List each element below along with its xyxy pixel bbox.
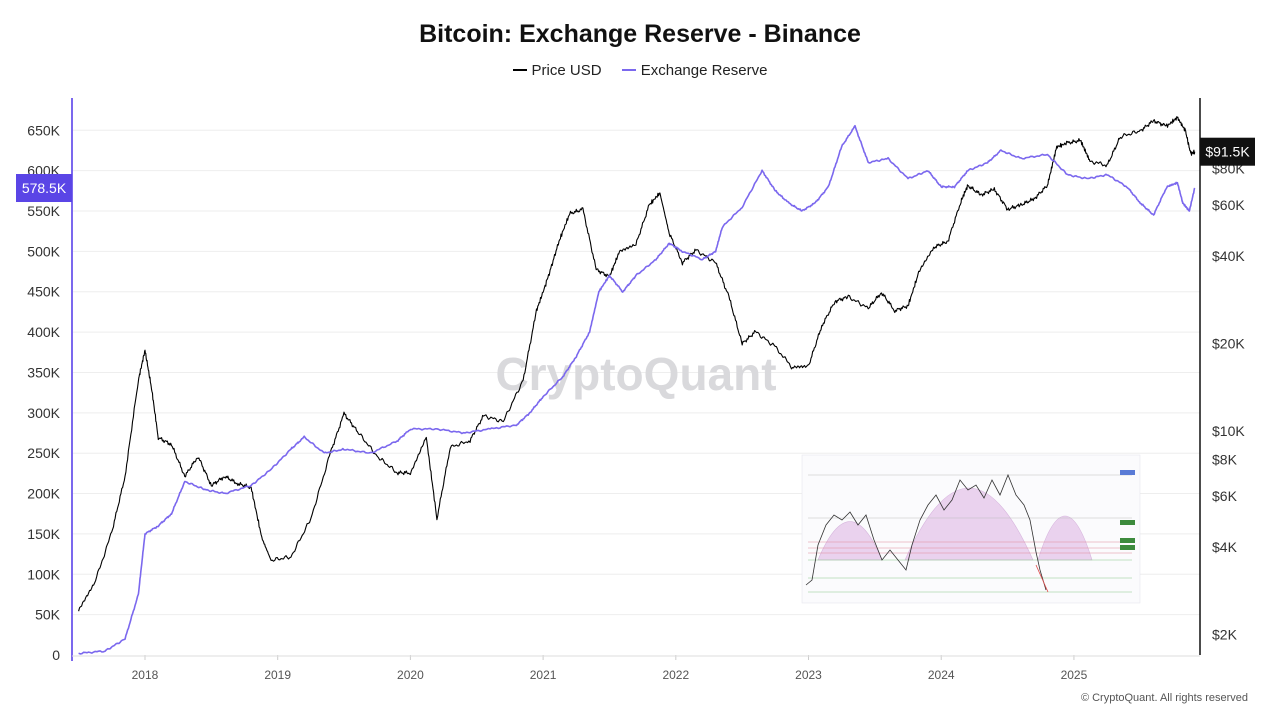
y-left-tick-label: 100K [27,566,60,582]
x-tick-label: 2018 [132,668,159,682]
y-left-tick-label: 300K [27,405,60,421]
legend-swatch-price [512,69,527,72]
left-current-value-badge [16,174,72,203]
y-left-tick-label: 500K [27,243,60,259]
y-left-tick-label: 50K [35,607,61,623]
y-right-tick-label: $6K [1212,488,1238,504]
inset-thumbnail-image [801,454,1141,604]
y-right-tick-label: $4K [1212,539,1238,555]
y-left-tick-label: 400K [27,324,60,340]
value-badges: 578.5K $91.5K [16,137,1255,203]
chart-legend: Price USD Exchange Reserve [0,62,1280,79]
y-left-tick-label: 450K [27,284,60,300]
y-right-tick-label: $60K [1212,197,1245,213]
copyright-notice: © CryptoQuant. All rights reserved [1080,692,1248,704]
series-line-price-usd[interactable] [78,116,1196,612]
y-left-tick-label: 0 [52,647,60,663]
left-current-value-label: 578.5K [22,180,67,196]
inset-price-line [805,473,1047,591]
y-left-tick-label: 250K [27,445,60,461]
legend-swatch-reserve [621,69,636,72]
y-right-tick-label: $10K [1212,423,1245,439]
inset-price-tag [1120,545,1135,550]
x-tick-label: 2020 [397,668,424,682]
series-line-exchange-reserve[interactable] [78,124,1196,655]
y-left-tick-label: 150K [27,526,60,542]
x-tick-label: 2021 [530,668,557,682]
y-left-tick-label: 650K [27,122,60,138]
x-tick-label: 2025 [1061,668,1088,682]
y-right-tick-label: $2K [1212,626,1238,642]
y-left-tick-label: 200K [27,486,60,502]
right-current-value-badge [1200,137,1255,166]
legend-label-reserve: Exchange Reserve [640,62,768,79]
x-tick-label: 2024 [928,668,955,682]
inset-price-tag [1120,520,1135,525]
inset-price-tag [1120,470,1135,475]
inset-price-tag [1120,538,1135,543]
y-left-tick-label: 550K [27,203,60,219]
legend-item-reserve[interactable]: Exchange Reserve [621,62,768,79]
grid-lines [72,129,1200,616]
x-tick-label: 2023 [795,668,822,682]
series-layer [78,116,1196,655]
y-right-tick-label: $20K [1212,336,1245,352]
y-right-tick-label: $40K [1212,248,1245,264]
x-tick-label: 2022 [662,668,689,682]
watermark-text: CryptoQuant [495,348,776,400]
legend-label-price: Price USD [531,62,602,79]
x-tick-label: 2019 [264,668,291,682]
inset-projection-line [1035,564,1049,593]
chart-title: Bitcoin: Exchange Reserve - Binance [419,20,861,48]
legend-item-price[interactable]: Price USD [512,62,602,79]
right-current-value-label: $91.5K [1205,144,1250,160]
y-left-tick-label: 350K [27,364,60,380]
y-right-tick-label: $8K [1212,451,1238,467]
